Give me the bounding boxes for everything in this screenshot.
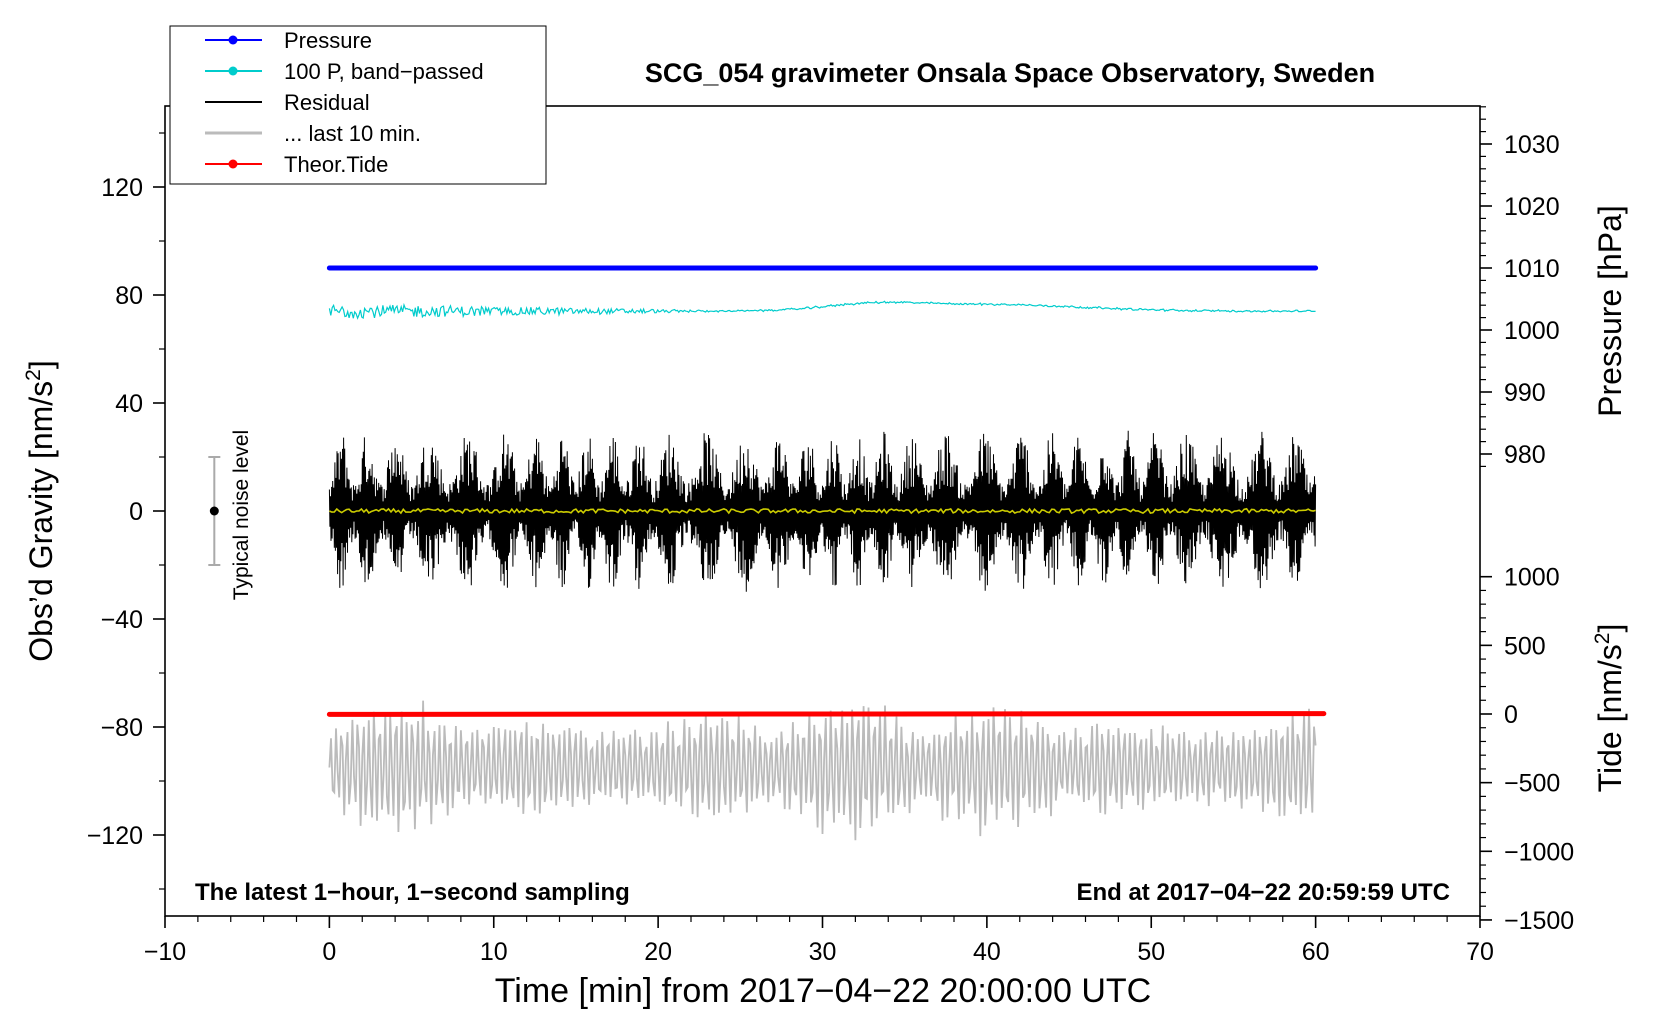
noise-center-dot bbox=[209, 506, 219, 516]
legend: Pressure 100 P, band−passed Residual ... la… bbox=[169, 25, 547, 185]
annotation-sampling: The latest 1−hour, 1−second sampling bbox=[195, 879, 630, 906]
annotation-end-time: End at 2017−04−22 20:59:59 UTC bbox=[1076, 879, 1450, 906]
legend-label: ... last 10 min. bbox=[284, 121, 421, 146]
legend-box bbox=[169, 25, 547, 185]
y-tick-label: −40 bbox=[101, 606, 143, 634]
x-tick-label: 10 bbox=[480, 938, 508, 966]
pressure-tick-label: 1000 bbox=[1504, 317, 1560, 345]
legend-swatch-marker bbox=[228, 159, 238, 169]
tide-tick-label: −1500 bbox=[1504, 907, 1574, 935]
tide-axis-ticks: 1000 500 0 −500 −1000 −1500 bbox=[1480, 564, 1574, 935]
y-tick-label: 40 bbox=[115, 390, 143, 418]
legend-swatch-marker bbox=[228, 35, 238, 45]
x-tick-label: 60 bbox=[1302, 938, 1330, 966]
x-tick-label: 20 bbox=[644, 938, 672, 966]
tide-tick-label: 500 bbox=[1504, 632, 1546, 660]
x-axis-label: Time [min] from 2017−04−22 20:00:00 UTC bbox=[495, 972, 1151, 1010]
left-axis-ticks: 120 80 40 0 −40 −80 −120 bbox=[87, 132, 165, 890]
y-tick-label: −120 bbox=[87, 822, 143, 850]
y-tick-label: 120 bbox=[101, 174, 143, 202]
legend-label: Theor.Tide bbox=[284, 152, 388, 177]
y-axis-label-left: Obs’d Gravity [nm/s2] bbox=[22, 360, 59, 662]
x-tick-label: 50 bbox=[1137, 938, 1165, 966]
x-tick-label: 40 bbox=[973, 938, 1001, 966]
legend-label: 100 P, band−passed bbox=[284, 59, 484, 84]
legend-swatch-marker bbox=[228, 66, 238, 76]
y-tick-label: −80 bbox=[101, 714, 143, 742]
tide-tick-label: 1000 bbox=[1504, 564, 1560, 592]
pressure-tick-label: 980 bbox=[1504, 441, 1546, 469]
y-axis-label-pressure: Pressure [hPa] bbox=[1592, 205, 1628, 417]
legend-label: Pressure bbox=[284, 28, 372, 53]
series-layer bbox=[326, 265, 1327, 841]
tide-tick-label: 0 bbox=[1504, 701, 1518, 729]
pressure-tick-label: 1010 bbox=[1504, 255, 1560, 283]
tide-tick-label: −500 bbox=[1504, 770, 1560, 798]
series-residual-mean bbox=[329, 507, 1316, 515]
x-tick-label: −10 bbox=[144, 938, 186, 966]
pressure-axis-ticks: 1030 1020 1010 1000 990 980 bbox=[1480, 106, 1560, 469]
x-tick-label: 0 bbox=[322, 938, 336, 966]
tide-tick-label: −1000 bbox=[1504, 838, 1574, 866]
x-tick-label: 70 bbox=[1466, 938, 1494, 966]
pressure-tick-label: 1020 bbox=[1504, 193, 1560, 221]
x-axis-ticks: −10 0 10 20 30 40 50 60 70 bbox=[144, 916, 1494, 966]
x-tick-label: 30 bbox=[809, 938, 837, 966]
y-tick-label: 0 bbox=[129, 498, 143, 526]
y-tick-label: 80 bbox=[115, 282, 143, 310]
chart-title: SCG_054 gravimeter Onsala Space Observat… bbox=[645, 58, 1375, 88]
legend-label: Residual bbox=[284, 90, 370, 115]
series-band-passed bbox=[328, 300, 1316, 320]
series-last-10-min bbox=[328, 700, 1317, 841]
series-residual bbox=[328, 430, 1317, 592]
pressure-tick-label: 1030 bbox=[1504, 131, 1560, 159]
y-axis-label-tide: Tide [nm/s2] bbox=[1591, 624, 1628, 793]
pressure-tick-label: 990 bbox=[1504, 379, 1546, 407]
noise-indicator bbox=[208, 456, 221, 566]
noise-label: Typical noise level bbox=[230, 430, 253, 600]
series-theor-tide bbox=[326, 711, 1327, 717]
